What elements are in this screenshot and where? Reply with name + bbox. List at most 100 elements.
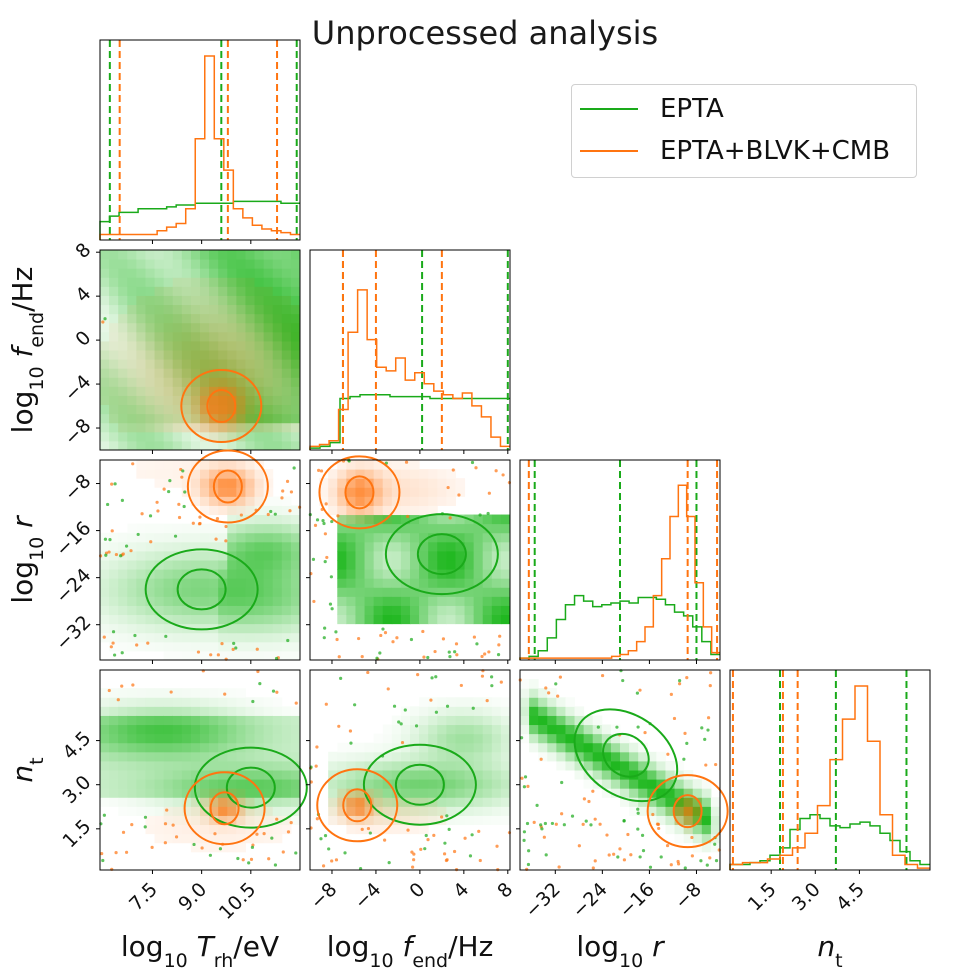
density-cell [136, 286, 146, 296]
density-cell [254, 259, 265, 269]
density-cell [328, 788, 338, 798]
density-cell [473, 541, 484, 552]
scatter-point [480, 654, 484, 659]
density-cell [172, 460, 183, 470]
density-cell [482, 550, 493, 561]
density-cell [190, 487, 201, 497]
density-cell [163, 431, 174, 442]
density-cell [227, 742, 237, 753]
density-cell [620, 751, 630, 762]
density-cell [200, 815, 210, 826]
scatter-point [357, 636, 361, 641]
scatter-point [582, 797, 587, 801]
density-cell [172, 797, 183, 807]
density-cell [227, 304, 237, 315]
density-cell [491, 587, 502, 597]
density-cell [290, 569, 301, 579]
scatter-point [167, 489, 171, 494]
scatter-point [544, 686, 548, 690]
scatter-point [522, 830, 527, 834]
scatter-point [168, 479, 172, 483]
scatter-point [294, 851, 298, 855]
density-cell [373, 560, 384, 570]
density-cell [428, 560, 438, 570]
density-cell [172, 259, 183, 269]
density-cell [118, 788, 128, 798]
density-cell [163, 614, 174, 625]
density-cell [200, 788, 210, 798]
density-cell [410, 550, 420, 561]
density-cell [127, 440, 137, 451]
density-cell [547, 733, 557, 744]
x-axis-label-nt: nt [817, 930, 842, 970]
scatter-point [478, 513, 482, 517]
density-cell [263, 815, 274, 826]
density-cell [190, 751, 201, 762]
density-cell [172, 304, 183, 315]
contour-combined-inner [212, 469, 243, 504]
density-cell [136, 733, 146, 744]
density-cell [337, 779, 347, 789]
density-cell [118, 596, 128, 606]
density-cell [163, 532, 174, 543]
density-cell [263, 505, 274, 516]
density-cell [437, 779, 447, 789]
density-cell [118, 331, 128, 342]
scatter-point [475, 642, 479, 646]
density-cell [181, 605, 192, 616]
density-cell [638, 751, 648, 762]
density-cell [163, 641, 174, 652]
density-cell [136, 422, 146, 433]
density-cell [410, 523, 420, 534]
scatter-point [480, 674, 485, 678]
density-cell [145, 733, 156, 744]
density-cell [136, 806, 146, 816]
density-cell [473, 760, 484, 771]
density-cell [629, 742, 639, 753]
density-cell [482, 596, 493, 606]
density-cell [290, 514, 301, 525]
density-cell [382, 742, 393, 753]
density-cell [190, 259, 201, 269]
scatter-point [446, 485, 450, 490]
scatter-point [162, 487, 166, 491]
density-cell [163, 359, 174, 369]
scatter-point [525, 821, 530, 826]
density-cell [400, 532, 411, 543]
density-cell [391, 469, 402, 479]
density-cell [100, 788, 110, 798]
density-cell [218, 277, 228, 287]
density-cell [227, 331, 237, 342]
density-cell [118, 268, 128, 278]
scatter-point [638, 855, 642, 859]
density-cell [464, 779, 475, 789]
density-cell [491, 724, 502, 735]
density-cell [218, 842, 228, 853]
scatter-point [322, 521, 326, 526]
y-axis-label-r: log10 r [6, 515, 48, 604]
density-cell [109, 587, 119, 597]
density-cell [218, 340, 228, 351]
density-cell [337, 550, 347, 561]
density-cell [181, 788, 192, 798]
density-cell [520, 715, 530, 726]
density-cell [281, 386, 292, 396]
density-cell [236, 824, 246, 835]
density-cell [674, 760, 685, 771]
density-cell [565, 706, 576, 716]
density-cell [181, 688, 192, 698]
density-cell [136, 523, 146, 534]
scatter-point [527, 849, 531, 853]
density-cell [118, 605, 128, 616]
density-cell [227, 788, 237, 798]
density-cell [520, 688, 530, 698]
density-cell [281, 724, 292, 735]
density-cell [227, 569, 237, 579]
density-cell [446, 797, 456, 807]
density-cell [109, 623, 119, 634]
density-cell [109, 706, 119, 716]
density-cell [254, 377, 265, 387]
density-cell [163, 779, 174, 789]
density-cell [254, 623, 265, 634]
density-cell [464, 605, 475, 616]
